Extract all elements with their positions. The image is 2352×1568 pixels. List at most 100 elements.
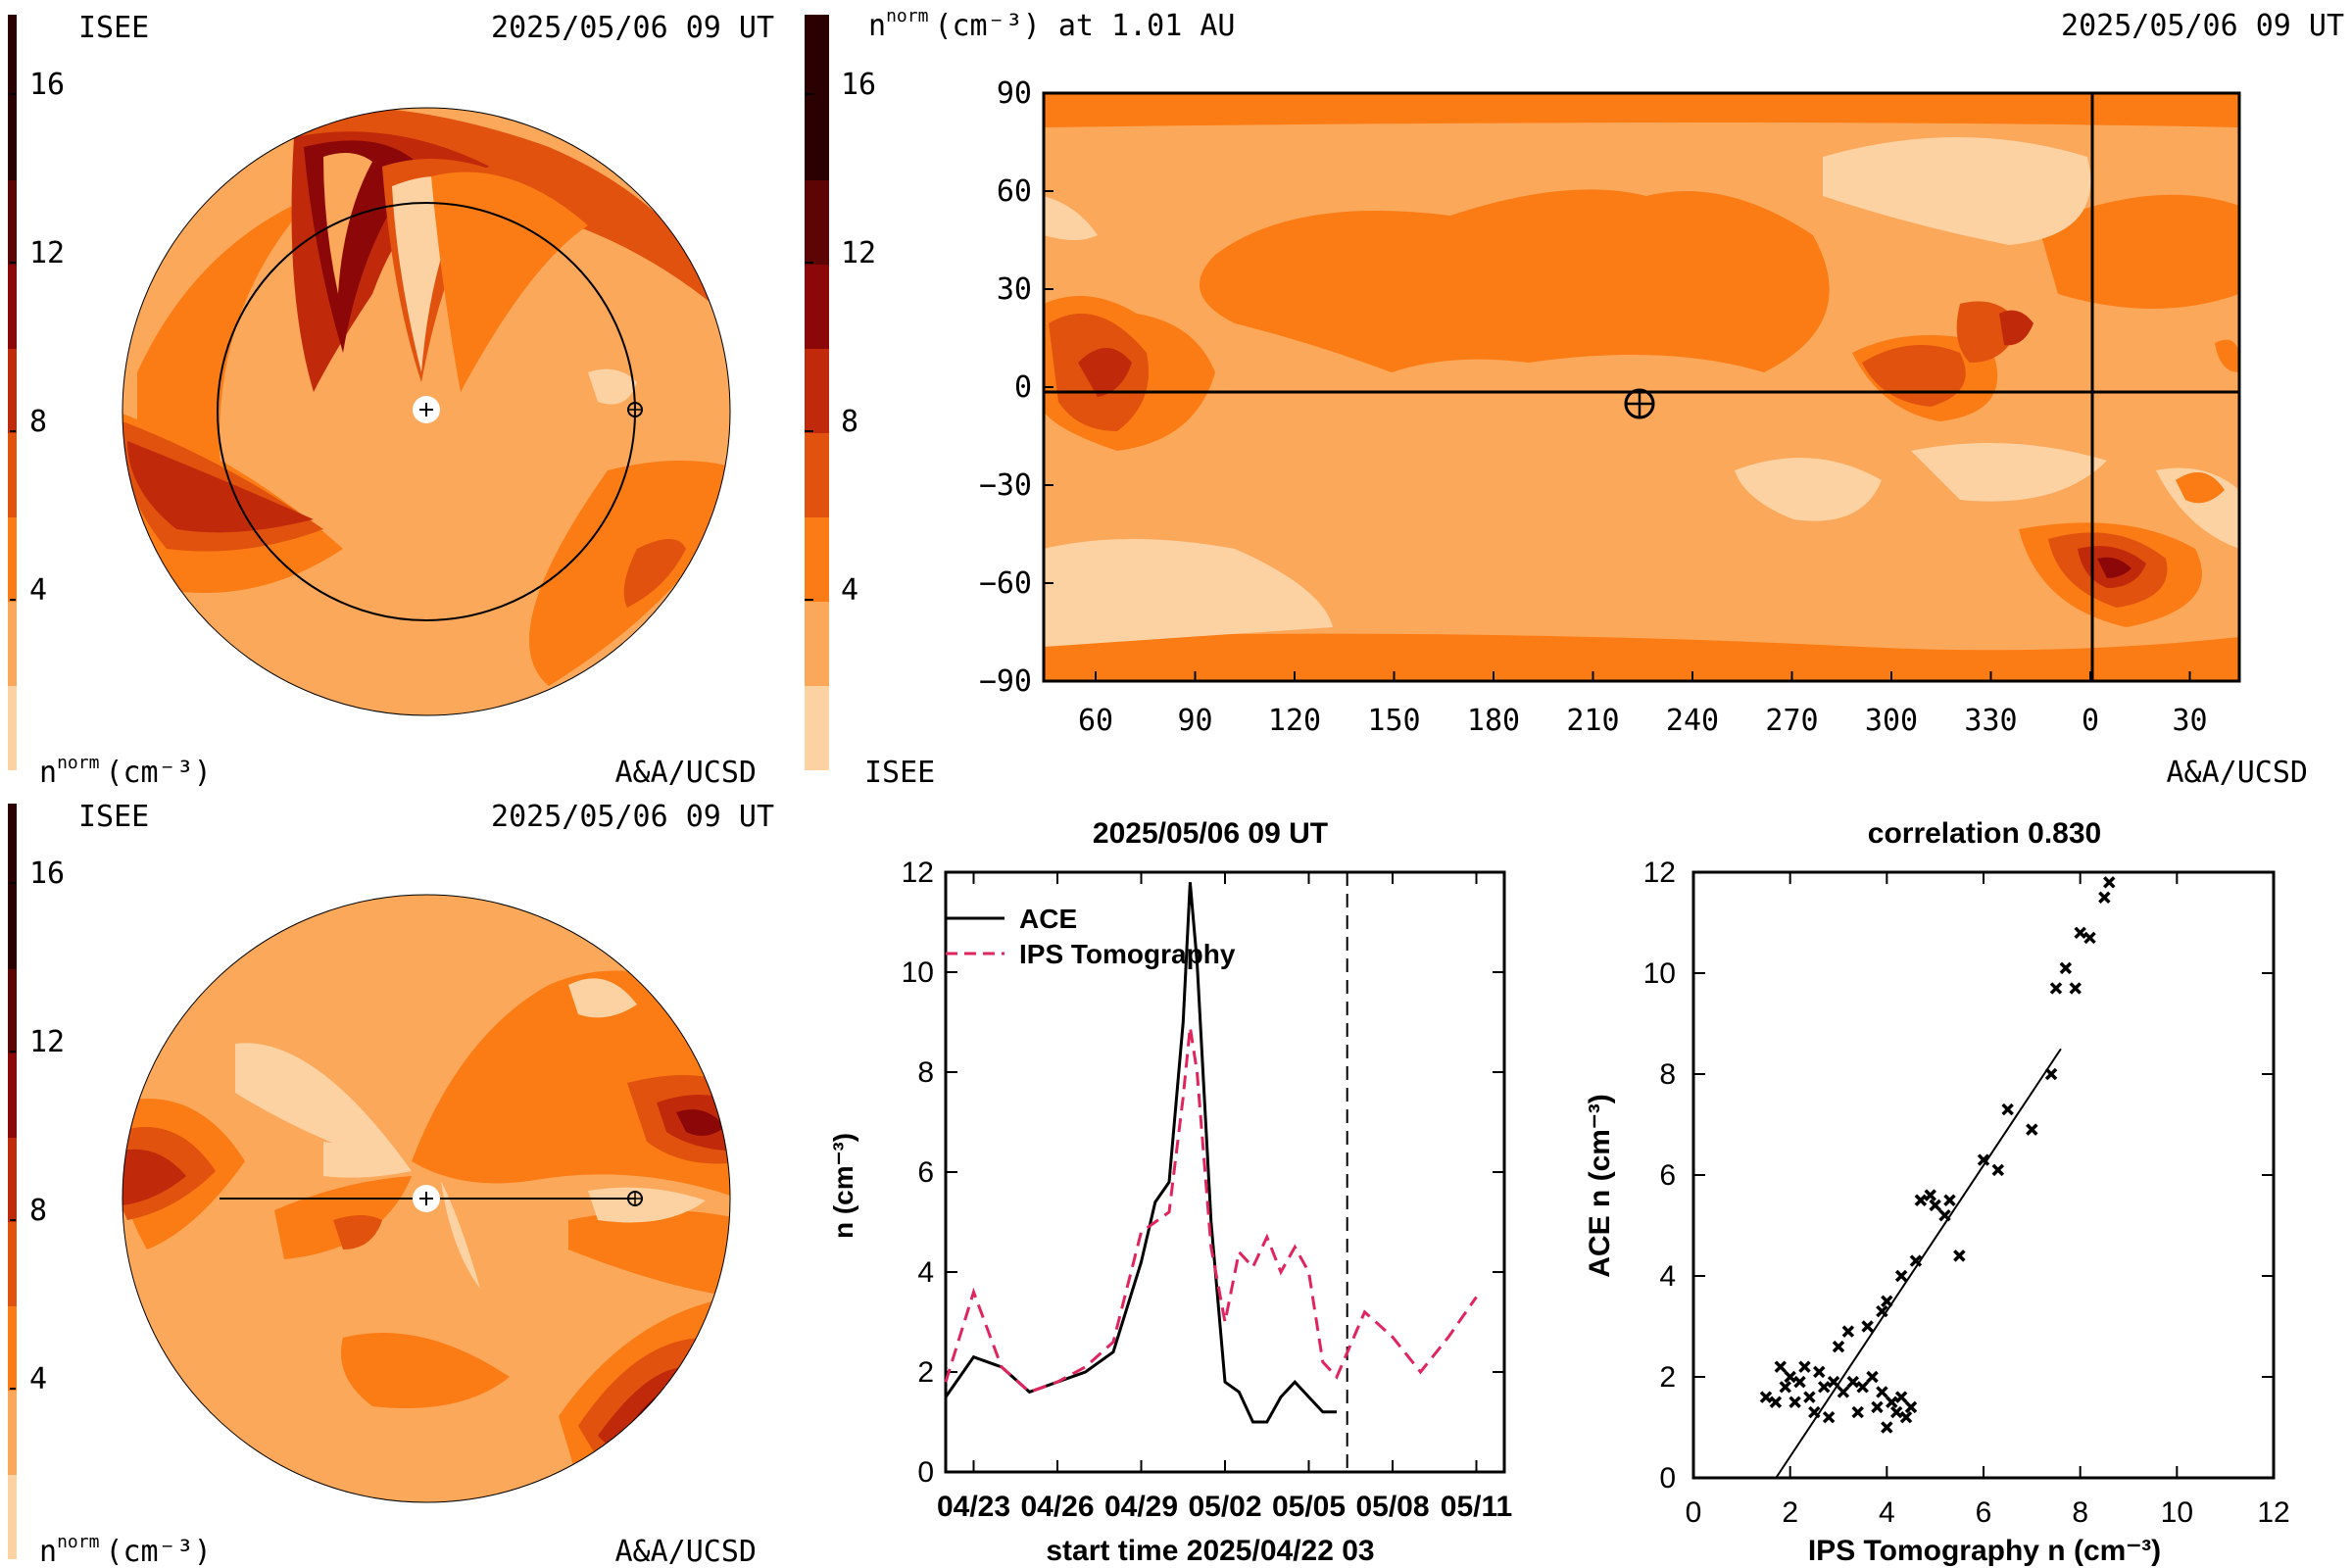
scatter-point	[1799, 1362, 1809, 1372]
scatter-point	[1877, 1387, 1886, 1396]
y-tick-label: 10	[902, 956, 934, 989]
colorbar-level-1	[805, 686, 829, 770]
scatter-point	[1814, 1367, 1824, 1377]
x-tick-label: 0	[1686, 1496, 1702, 1529]
colorbar-level-4	[8, 433, 17, 517]
colorbar-level-8	[8, 15, 17, 180]
colorbar-level-7	[805, 180, 829, 265]
scatter-point	[1916, 1196, 1926, 1205]
x-tick-label: 90	[1177, 704, 1212, 738]
scatter-point	[1809, 1407, 1819, 1417]
scatter-point	[2027, 1125, 2036, 1135]
colorbar-tick-16: 16	[29, 68, 65, 102]
scatter-point	[2046, 1069, 2056, 1079]
x-tick-label: 270	[1765, 704, 1818, 738]
x-tick-label: 04/26	[1020, 1491, 1094, 1523]
polar-density-map	[98, 98, 764, 764]
y-tick-label: 90	[997, 76, 1032, 111]
y-tick-label: 6	[917, 1156, 934, 1189]
y-tick-label: −60	[979, 566, 1032, 601]
x-tick-label: 05/05	[1272, 1491, 1346, 1523]
scatter-point	[2076, 928, 2085, 938]
colorbar-level-8	[805, 15, 829, 180]
x-tick-label: 04/29	[1104, 1491, 1178, 1523]
x-tick-label: 300	[1865, 704, 1918, 738]
scatter-point	[1901, 1412, 1911, 1422]
sun-icon	[413, 396, 440, 423]
unit-label: nnorm (cm⁻³)	[39, 753, 212, 790]
x-tick-label: 05/08	[1355, 1491, 1429, 1523]
polar-panel-top: 4 8 12 16 ISEE 2025/05/06 09 UT nnorm (c	[0, 0, 784, 794]
y-tick-label: 60	[997, 174, 1032, 209]
y-tick-label: 0	[1014, 370, 1032, 405]
colorbar-tick-4: 4	[841, 573, 858, 608]
colorbar-tick-16: 16	[841, 68, 876, 102]
x-tick-label: 330	[1964, 704, 2017, 738]
scatter-point	[1940, 1210, 1950, 1220]
x-tick-label: 0	[2082, 704, 2099, 738]
scatter-point	[1858, 1382, 1868, 1392]
scatter-point	[1872, 1402, 1882, 1412]
scatter-point	[1804, 1393, 1814, 1402]
org-label: ISEE	[78, 11, 149, 45]
x-tick-label: 04/23	[937, 1491, 1010, 1523]
scatter-point	[1848, 1377, 1858, 1387]
colorbar-tick-8: 8	[841, 405, 858, 439]
scatter-point	[1786, 1372, 1795, 1382]
chart-title: 2025/05/06 09 UT	[1093, 817, 1328, 850]
y-tick-label: 12	[1643, 857, 1676, 889]
scatter-point	[1891, 1407, 1901, 1417]
y-tick-label: 4	[917, 1256, 934, 1289]
colorbar-level-8	[8, 804, 17, 969]
scatter-point	[1863, 1322, 1873, 1332]
time-series-chart: 2025/05/06 09 UT n (cm⁻³) start time 202…	[823, 794, 1529, 1568]
y-tick-label: 2	[1659, 1361, 1676, 1394]
x-tick-label: 120	[1268, 704, 1321, 738]
scatter-point	[2051, 983, 2061, 993]
scatter-chart: correlation 0.830 ACE n (cm⁻³) IPS Tomog…	[1568, 794, 2313, 1568]
polar-panel-bottom: 4 8 12 16 ISEE 2025/05/06 09 UT	[0, 789, 784, 1568]
colorbar-level-5	[8, 1138, 17, 1222]
scatter-point	[1954, 1250, 1964, 1260]
y-tick-label: 2	[917, 1356, 934, 1389]
unit-label: nnorm (cm⁻³)	[39, 1532, 212, 1568]
y-tick-label: 12	[902, 857, 934, 889]
scatter-point	[1776, 1362, 1786, 1372]
y-tick-label: −90	[979, 664, 1032, 699]
x-tick-label: 30	[2172, 704, 2207, 738]
y-axis-label: ACE n (cm⁻³)	[1584, 1094, 1616, 1278]
scatter-point	[1761, 1393, 1771, 1402]
colorbar-top-right: 4 8 12 16	[805, 15, 876, 770]
colorbar-level-4	[8, 1222, 17, 1306]
colorbar-level-6	[805, 265, 829, 349]
colorbar-level-1	[8, 1475, 17, 1559]
plot-frame	[1693, 872, 2274, 1478]
plot-area: 0246810120 2 4 6 8 10 12	[1643, 857, 2290, 1529]
y-tick-label: 30	[997, 272, 1032, 307]
org-label: ISEE	[78, 800, 149, 834]
colorbar-level-3	[8, 517, 17, 602]
scatter-point	[1868, 1372, 1878, 1382]
colorbar-level-2	[8, 1391, 17, 1475]
scatter-point	[1906, 1402, 1916, 1412]
x-tick-label: 05/11	[1441, 1491, 1512, 1523]
legend-label-ace: ACE	[1019, 904, 1077, 934]
scatter-point	[1790, 1397, 1800, 1407]
colorbar-tick-4: 4	[29, 1362, 47, 1396]
y-axis-label: n (cm⁻³)	[828, 1133, 858, 1239]
scatter-point	[2003, 1104, 2013, 1114]
scatter-point	[2099, 893, 2109, 903]
scatter-point	[1926, 1191, 1936, 1200]
x-tick-label: 8	[2072, 1496, 2088, 1529]
y-tick-label: 0	[1659, 1462, 1676, 1494]
colorbar-tick-8: 8	[29, 405, 47, 439]
colorbar-tick-8: 8	[29, 1194, 47, 1228]
x-tick-label: 180	[1467, 704, 1520, 738]
x-tick-label: 05/02	[1188, 1491, 1261, 1523]
colorbar-level-3	[8, 1306, 17, 1391]
scatter-point	[1834, 1342, 1843, 1351]
scatter-point	[1877, 1306, 1886, 1316]
y-tick-label: 6	[1659, 1159, 1676, 1192]
colorbar-level-7	[8, 969, 17, 1054]
scatter-point	[1896, 1393, 1906, 1402]
